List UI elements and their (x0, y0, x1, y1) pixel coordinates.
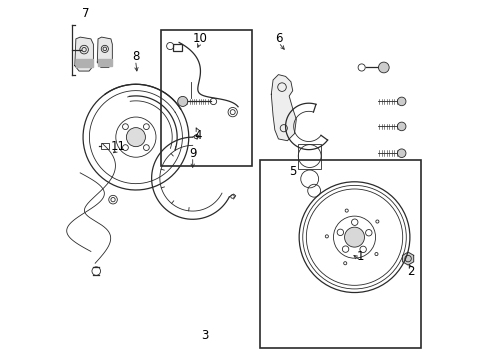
Text: 6: 6 (274, 32, 282, 45)
Polygon shape (271, 75, 296, 141)
Circle shape (177, 96, 187, 107)
Bar (298, 144, 321, 169)
Text: 3: 3 (201, 329, 208, 342)
Text: 7: 7 (81, 8, 89, 21)
Text: 4: 4 (194, 129, 202, 142)
Bar (101, 143, 109, 149)
Circle shape (397, 97, 405, 106)
Text: 8: 8 (132, 50, 139, 63)
Text: 9: 9 (188, 147, 196, 160)
Polygon shape (97, 37, 112, 67)
Bar (160, 30, 251, 166)
Polygon shape (402, 252, 413, 265)
Polygon shape (98, 59, 111, 66)
Circle shape (126, 127, 145, 147)
Text: 2: 2 (406, 265, 413, 278)
Circle shape (344, 227, 364, 247)
Circle shape (378, 62, 388, 73)
Circle shape (397, 122, 405, 131)
Text: 11: 11 (110, 140, 125, 153)
Text: 5: 5 (288, 165, 296, 177)
Bar (260, 160, 421, 348)
Polygon shape (75, 59, 93, 67)
Bar (173, 44, 181, 51)
Polygon shape (75, 37, 93, 71)
Text: 1: 1 (356, 250, 364, 263)
Circle shape (397, 149, 405, 157)
Text: 10: 10 (192, 32, 207, 45)
